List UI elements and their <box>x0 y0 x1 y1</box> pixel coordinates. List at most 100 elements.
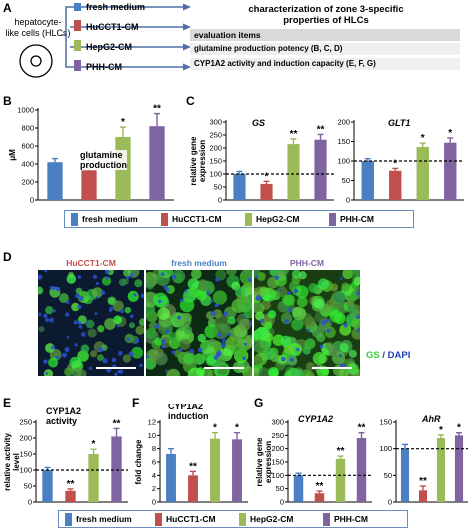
bar <box>111 436 122 502</box>
dapi-nucleus <box>293 288 299 294</box>
bar <box>314 493 325 502</box>
dapi-nucleus <box>66 335 70 339</box>
chart-title: GS <box>252 118 265 128</box>
legend-swatch-hepg2 <box>245 213 252 226</box>
dapi-nucleus <box>45 318 50 323</box>
dapi-nucleus <box>100 290 106 295</box>
dapi-nucleus <box>45 371 49 375</box>
dapi-nucleus <box>88 366 92 370</box>
arrow-swatch <box>74 20 81 31</box>
bar <box>149 126 165 200</box>
dapi-nucleus <box>178 348 183 352</box>
dapi-nucleus <box>256 294 262 301</box>
dapi-nucleus <box>326 328 331 333</box>
gs-cell <box>283 344 294 355</box>
dapi-nucleus <box>215 352 221 358</box>
dapi-nucleus <box>255 275 259 279</box>
gs-cell <box>292 306 307 321</box>
legend-swatch-fresh <box>71 213 78 226</box>
gs-cell <box>291 318 304 331</box>
y-tick-label: 0 <box>280 498 284 507</box>
significance-marker: * <box>92 439 96 450</box>
micrograph-phh <box>254 270 360 376</box>
bar <box>210 438 220 502</box>
arrow-head <box>183 63 191 71</box>
gs-cell <box>346 299 355 308</box>
stain-legend: GS / DAPI <box>366 350 410 361</box>
dapi-nucleus <box>217 332 222 337</box>
dapi-nucleus <box>38 312 42 317</box>
dapi-nucleus <box>64 312 70 317</box>
gs-cell <box>225 336 239 350</box>
stain-separator: / <box>379 350 388 361</box>
gs-cell <box>308 283 319 293</box>
gs-cell <box>188 287 199 298</box>
y-axis-label: μM <box>8 149 17 161</box>
glutamine-annotation-line1: glutamine <box>80 150 123 160</box>
gs-cell <box>328 347 338 357</box>
gs-cell <box>184 326 193 335</box>
y-tick-label: 50 <box>384 471 392 480</box>
y-axis-label: relative geneexpression <box>256 437 273 486</box>
dapi-nucleus <box>163 284 168 290</box>
dapi-nucleus <box>158 299 162 304</box>
chart-title: CYP1A2 <box>298 414 333 424</box>
dapi-nucleus <box>320 319 327 326</box>
y-tick-label: 300 <box>209 118 222 127</box>
evaluation-row-cyp1a2: CYP1A2 activity and induction capacity (… <box>190 58 460 70</box>
significance-marker: ** <box>358 423 366 434</box>
gs-cell <box>338 368 349 376</box>
panel-c-label: C <box>186 94 195 108</box>
bar <box>361 161 374 200</box>
panel-a-source-line2: like cells (HLCs) <box>5 28 71 38</box>
y-tick-label: 0 <box>28 498 32 507</box>
significance-marker: * <box>421 133 425 144</box>
gs-cell <box>45 306 54 315</box>
significance-marker: ** <box>290 129 298 140</box>
gs-cell <box>71 367 82 376</box>
y-tick-label: 200 <box>337 118 350 127</box>
legend-label-phh: PHH-CM <box>334 514 368 524</box>
dapi-nucleus <box>319 344 324 349</box>
y-tick-label: 250 <box>209 131 222 140</box>
gs-cell <box>254 329 264 340</box>
gs-cell <box>158 270 174 279</box>
dapi-nucleus <box>356 327 360 333</box>
dapi-nucleus <box>343 323 348 328</box>
chart-title-line: CYP1A2 <box>168 404 203 411</box>
y-tick-label: 150 <box>19 450 32 459</box>
gs-cell <box>264 321 273 330</box>
bar <box>42 470 53 502</box>
dapi-nucleus <box>355 315 360 319</box>
dapi-nucleus <box>114 372 118 376</box>
y-tick-label: 250 <box>19 418 32 427</box>
dapi-nucleus <box>126 275 130 280</box>
gs-cell <box>157 307 170 321</box>
panel-a-title-line2: properties of HLCs <box>283 15 369 26</box>
significance-marker: * <box>121 117 125 128</box>
gs-cell <box>154 352 168 366</box>
gs-cell <box>146 327 157 339</box>
y-axis-label: relative activitylevel <box>4 433 21 491</box>
gs-cell <box>122 354 132 363</box>
dapi-nucleus <box>223 311 229 317</box>
y-tick-label: 12 <box>148 418 156 427</box>
bar <box>454 435 464 502</box>
y-axis-label-line: expression <box>198 140 207 182</box>
dapi-nucleus <box>44 270 48 273</box>
dapi-nucleus <box>111 357 117 363</box>
bar <box>418 490 428 502</box>
gs-cell <box>305 371 315 376</box>
scale-bar <box>312 367 352 369</box>
gs-cell <box>254 339 261 352</box>
gs-cell <box>138 318 144 327</box>
y-tick-label: 0 <box>152 498 156 507</box>
y-tick-label: 8 <box>152 444 156 453</box>
dapi-nucleus <box>244 342 248 346</box>
legend-swatch-hucct1 <box>161 213 168 226</box>
dapi-nucleus <box>242 356 246 361</box>
significance-marker: ** <box>316 481 324 492</box>
dapi-nucleus <box>77 321 82 325</box>
legend-swatch-fresh <box>65 513 72 526</box>
dapi-nucleus <box>129 273 134 277</box>
